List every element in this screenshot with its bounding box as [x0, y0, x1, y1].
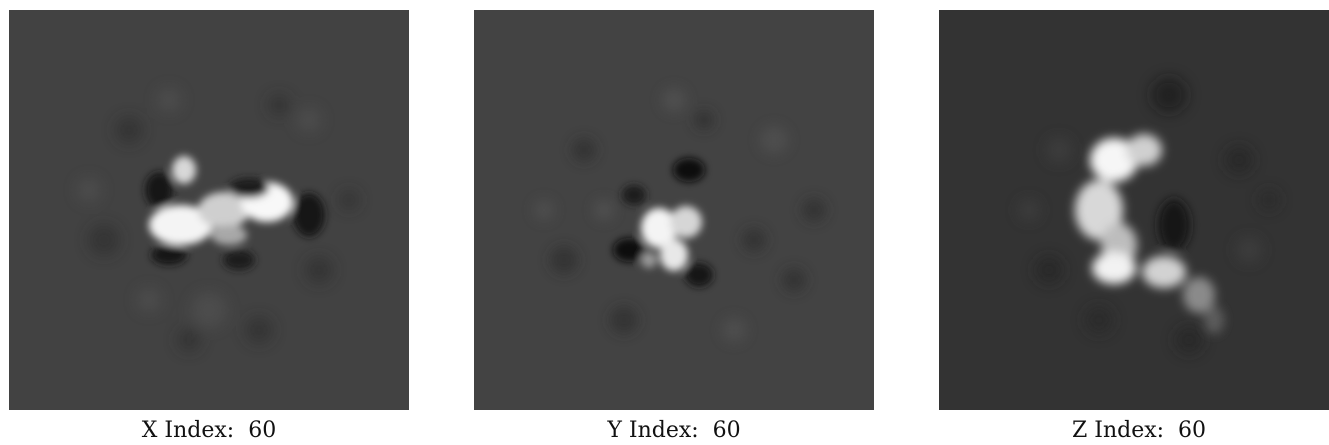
slice-image-y — [474, 10, 874, 410]
slice-panel-x: X Index: 60 — [9, 10, 409, 445]
slice-caption-x: X Index: 60 — [141, 418, 277, 443]
slice-caption-z: Z Index: 60 — [1071, 418, 1207, 443]
slice-image-z — [939, 10, 1329, 410]
slice-caption-y: Y Index: 60 — [607, 418, 741, 443]
slice-image-x — [9, 10, 409, 410]
slice-panel-z: Z Index: 60 — [939, 10, 1329, 445]
slice-panel-y: Y Index: 60 — [474, 10, 874, 445]
